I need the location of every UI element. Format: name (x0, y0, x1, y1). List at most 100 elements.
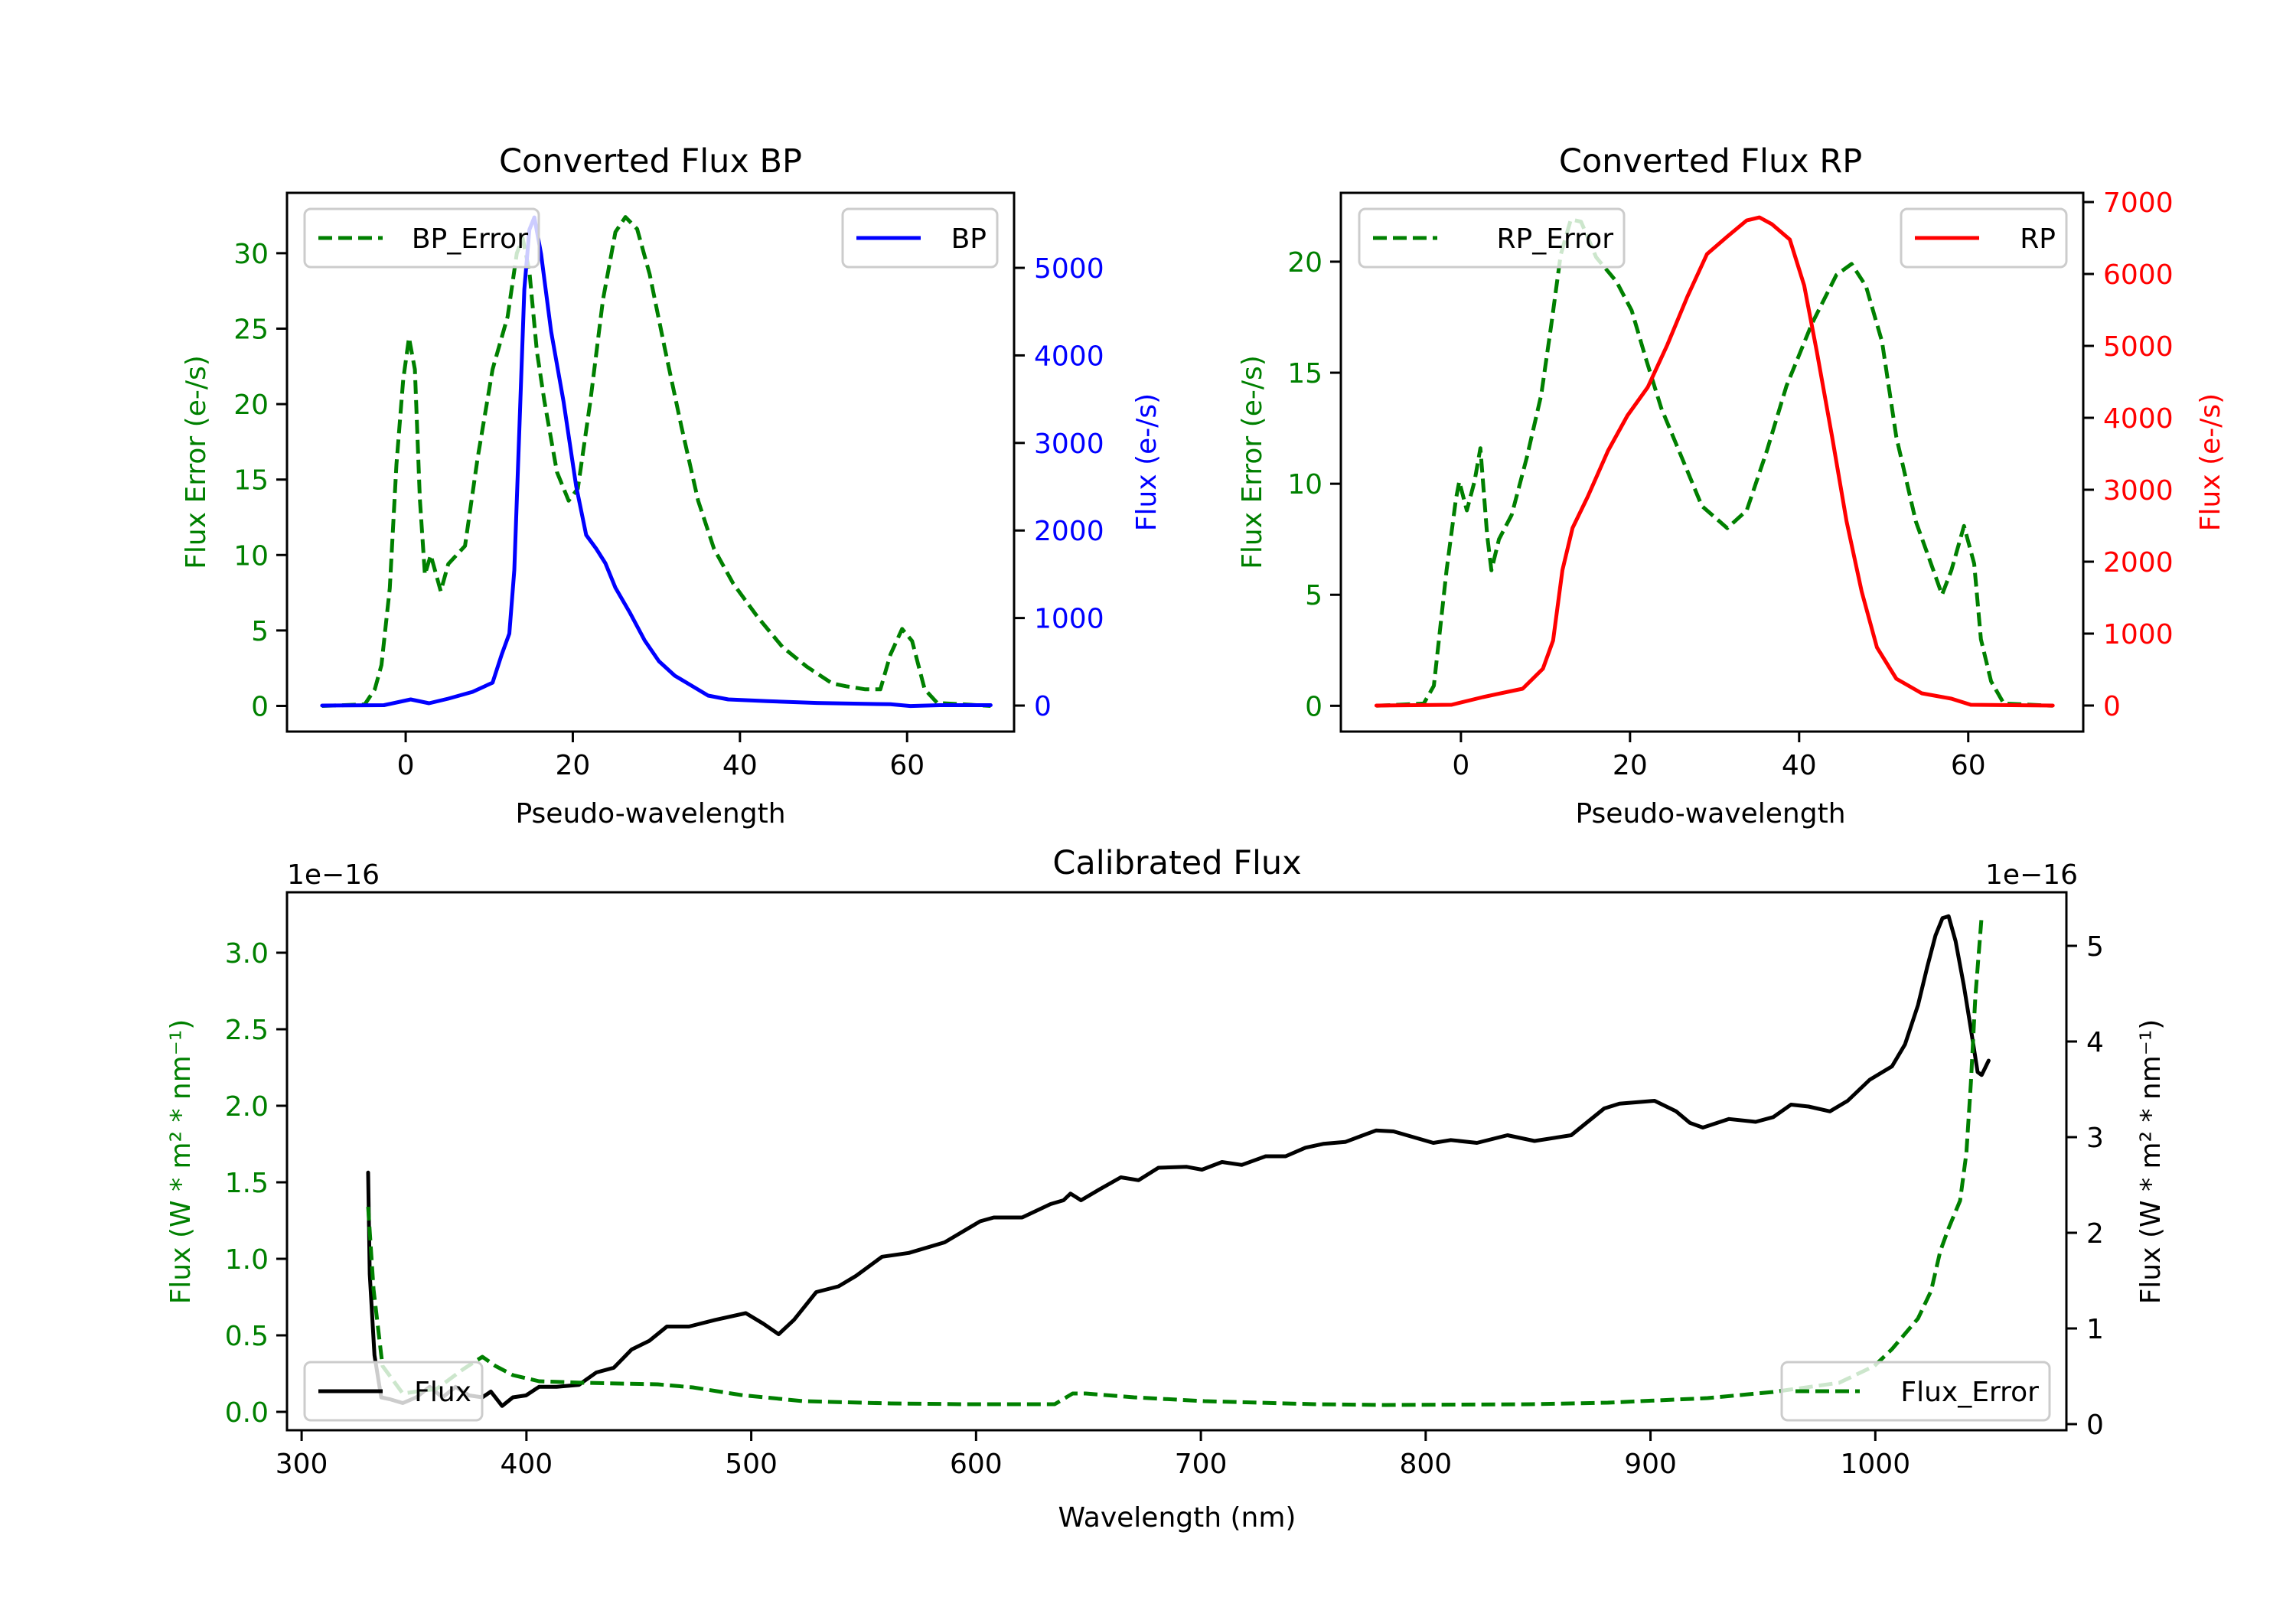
rp-left-y-tick-label: 5 (1305, 580, 1322, 611)
calibrated-x-tick-label: 400 (500, 1449, 553, 1480)
rp-left-y-tick-label: 15 (1287, 358, 1322, 390)
bp-right-y-tick-label: 5000 (1034, 253, 1104, 285)
bp-legend-bp: BP (841, 207, 999, 269)
bp-title: Converted Flux BP (499, 142, 802, 181)
calibrated-left-y-tick-label: 1.5 (225, 1168, 269, 1199)
legend-label: BP (951, 223, 987, 255)
legend-label: RP (2020, 223, 2056, 255)
bp-left-y-tick-label: 0 (251, 691, 269, 722)
calibrated-title: Calibrated Flux (1052, 844, 1301, 882)
bp-legend-bp-error: BP_Error (303, 207, 540, 269)
calibrated-left-y-tick-label: 0.0 (225, 1397, 269, 1429)
rp-x-tick-label: 40 (1782, 750, 1817, 781)
bp-right-y-tick-label: 1000 (1034, 604, 1104, 635)
bp-x-tick-label: 40 (722, 750, 758, 781)
calibrated-legend-flux: Flux (303, 1361, 484, 1422)
bp-right-y-tick-label: 2000 (1034, 516, 1104, 547)
calibrated-x-tick-label: 600 (950, 1449, 1003, 1480)
rp-legend-rp: RP (1900, 207, 2068, 269)
calibrated-right-offset-text: 1e−16 (1985, 859, 2078, 891)
bp-plot-area: 0 20 40 60 0 5 10 15 20 25 30 0 1000 2000 3000 4000 5000… (233, 191, 1104, 781)
calibrated-x-axis-label: Wavelength (nm) (1058, 1502, 1296, 1534)
bp-left-y-tick-label: 5 (251, 616, 269, 647)
rp-right-axis-label: Flux (e-/s) (2195, 393, 2226, 531)
calibrated-right-y-tick-label: 4 (2086, 1027, 2104, 1058)
calibrated-x-tick-label: 800 (1399, 1449, 1452, 1480)
rp-series-rp-error (1376, 217, 2053, 708)
calibrated-legend-flux-error: Flux_Error (1780, 1361, 2051, 1422)
calibrated-left-axis-label: Flux (W * m² * nm⁻¹) (165, 1019, 197, 1305)
calibrated-right-y-tick-label: 2 (2086, 1218, 2104, 1250)
legend-box (1780, 1361, 2051, 1422)
bp-axes-frame (285, 191, 1016, 733)
calibrated-series-flux-error (366, 915, 1984, 1407)
rp-left-y-tick-label: 10 (1287, 469, 1322, 500)
rp-right-y-tick-label: 7000 (2103, 187, 2174, 219)
rp-right-y-tick-label: 2000 (2103, 547, 2174, 579)
rp-legend-rp-error: RP_Error (1358, 207, 1626, 269)
bp-left-y-tick-label: 10 (233, 540, 269, 572)
legend-label: Flux_Error (1900, 1377, 2039, 1408)
rp-x-tick-label: 20 (1613, 750, 1648, 781)
rp-right-y-tick-label: 0 (2103, 691, 2121, 722)
bp-left-y-tick-label: 20 (233, 390, 269, 421)
legend-box (1900, 207, 2068, 269)
calibrated-right-y-tick-label: 1 (2086, 1314, 2104, 1345)
calibrated-left-y-tick-label: 3.0 (225, 938, 269, 970)
bp-x-tick-label: 60 (889, 750, 925, 781)
rp-subplot: Converted Flux RP 0 20 40 60 0 5 10 15 20 0 1000 20… (1237, 142, 2226, 830)
legend-label: RP_Error (1497, 223, 1614, 255)
calibrated-right-axis-label: Flux (W * m² * nm⁻¹) (2135, 1019, 2167, 1305)
bp-left-axis-label: Flux Error (e-/s) (181, 355, 212, 569)
calibrated-left-offset-text: 1e−16 (287, 859, 380, 891)
bp-x-tick-label: 0 (397, 750, 415, 781)
bp-left-y-tick-label: 25 (233, 314, 269, 345)
rp-left-axis-label: Flux Error (e-/s) (1237, 355, 1268, 569)
calibrated-left-y-tick-label: 2.0 (225, 1091, 269, 1123)
calibrated-axes-frame (285, 891, 2068, 1432)
rp-series-rp (1374, 215, 2055, 708)
calibrated-series-flux (366, 914, 1991, 1408)
calibrated-x-tick-label: 700 (1175, 1449, 1228, 1480)
legend-box (303, 207, 540, 269)
calibrated-right-y-tick-label: 5 (2086, 931, 2104, 963)
calibrated-x-tick-label: 300 (276, 1449, 328, 1480)
bp-right-y-tick-label: 3000 (1034, 429, 1104, 460)
bp-right-y-tick-label: 0 (1034, 691, 1052, 722)
rp-right-y-tick-label: 3000 (2103, 475, 2174, 507)
bp-left-y-tick-label: 30 (233, 239, 269, 270)
bp-subplot: Converted Flux BP 0 20 40 60 0 5 10 15 20 25 30 0 10… (181, 142, 1163, 830)
bp-x-tick-label: 20 (556, 750, 591, 781)
calibrated-x-tick-label: 500 (725, 1449, 778, 1480)
bp-left-y-tick-label: 15 (233, 465, 269, 497)
legend-label: Flux (414, 1377, 471, 1408)
legend-label: BP_Error (412, 223, 528, 255)
rp-left-y-tick-label: 0 (1305, 691, 1322, 722)
bp-series-bp-error (321, 215, 991, 708)
rp-title: Converted Flux RP (1559, 142, 1862, 181)
rp-right-y-tick-label: 5000 (2103, 331, 2174, 363)
rp-right-y-tick-label: 6000 (2103, 259, 2174, 291)
bp-right-axis-label: Flux (e-/s) (1131, 393, 1163, 531)
calibrated-left-y-tick-label: 0.5 (225, 1321, 269, 1352)
legend-box (1358, 207, 1626, 269)
rp-plot-area: 0 20 40 60 0 5 10 15 20 0 1000 2000 3000 4000 5000 6000… (1287, 187, 2173, 781)
bp-x-axis-label: Pseudo-wavelength (515, 798, 785, 830)
rp-axes-frame (1339, 191, 2085, 733)
rp-x-axis-label: Pseudo-wavelength (1575, 798, 1845, 830)
bp-series-bp (320, 215, 993, 709)
calibrated-right-y-tick-label: 3 (2086, 1123, 2104, 1154)
calibrated-x-tick-label: 1000 (1841, 1449, 1911, 1480)
calibrated-plot-area: 300 400 500 600 700 800 900 1000 0.0 0.5 1.0 1.5 2.0… (225, 891, 2104, 1480)
rp-x-tick-label: 60 (1951, 750, 1986, 781)
rp-x-tick-label: 0 (1452, 750, 1469, 781)
bp-right-y-tick-label: 4000 (1034, 341, 1104, 372)
calibrated-x-tick-label: 900 (1624, 1449, 1677, 1480)
calibrated-left-y-tick-label: 2.5 (225, 1015, 269, 1046)
rp-left-y-tick-label: 20 (1287, 247, 1322, 279)
rp-right-y-tick-label: 1000 (2103, 619, 2174, 650)
calibrated-left-y-tick-label: 1.0 (225, 1244, 269, 1276)
legend-box (303, 1361, 484, 1422)
calibrated-right-y-tick-label: 0 (2086, 1410, 2104, 1441)
